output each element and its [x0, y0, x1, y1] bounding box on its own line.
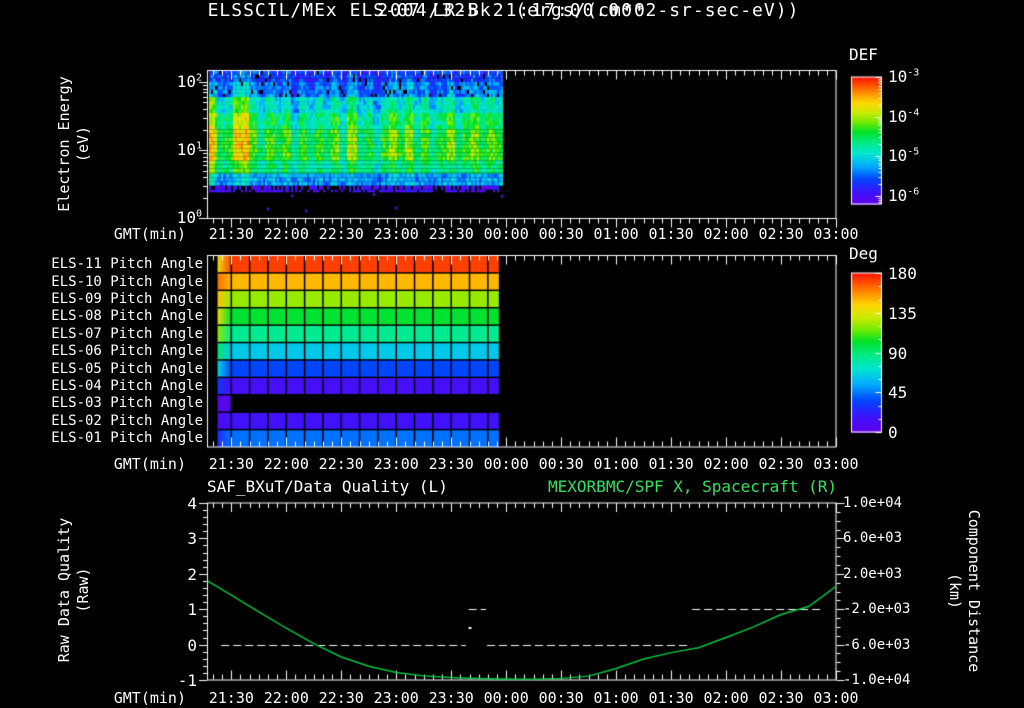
raw-data-quality-axis-label-line1: Raw Data Quality: [55, 517, 73, 663]
deg-colorbar-tick-0: 0: [888, 423, 898, 442]
pitch-row-label-6: ELS-05 Pitch Angle: [51, 360, 203, 377]
pitch-row-label-3: ELS-08 Pitch Angle: [51, 308, 203, 325]
quality-left-tick--1: -1: [177, 671, 197, 690]
pitch-row-label-7: ELS-04 Pitch Angle: [51, 378, 203, 395]
component-distance-axis-label-line1: Component Distance: [965, 509, 983, 673]
raw-data-quality-axis-label: Raw Data Quality (Raw): [55, 490, 93, 690]
distance-right-tick-1: 6.0e+03: [843, 530, 903, 547]
time-label-panel2-02:00: 02:00: [703, 455, 749, 473]
time-label-panel2-01:00: 01:00: [593, 455, 639, 473]
deg-colorbar-tick-180: 180: [888, 264, 917, 283]
time-label-panel1-01:30: 01:30: [648, 225, 694, 243]
time-label-panel2-22:30: 22:30: [318, 455, 364, 473]
page-title-instrument: ELSSCIL/MEx ELS-07 LR-Bk (ergs/(cm**2-sr…: [207, 0, 800, 21]
time-label-panel3-00:30: 00:30: [538, 689, 584, 707]
time-label-panel2-22:00: 22:00: [263, 455, 309, 473]
time-label-panel3-01:30: 01:30: [648, 689, 694, 707]
time-label-panel1-21:30: 21:30: [208, 225, 254, 243]
pitch-row-label-8: ELS-03 Pitch Angle: [51, 395, 203, 412]
time-label-panel1-23:30: 23:30: [428, 225, 474, 243]
time-label-panel1-00:30: 00:30: [538, 225, 584, 243]
time-label-panel3-21:30: 21:30: [208, 689, 254, 707]
time-label-panel1-02:30: 02:30: [758, 225, 804, 243]
time-label-panel2-00:00: 00:00: [483, 455, 529, 473]
electron-energy-axis-label: Electron Energy (eV): [55, 44, 93, 244]
time-label-panel3-23:30: 23:30: [428, 689, 474, 707]
time-label-panel2-23:00: 23:00: [373, 455, 419, 473]
time-label-panel1-01:00: 01:00: [593, 225, 639, 243]
quality-panel-title-right: MEXORBMC/SPF X, Spacecraft (R): [548, 477, 837, 496]
gmt-axis-label-top: GMT(min): [113, 225, 186, 243]
time-label-panel1-22:00: 22:00: [263, 225, 309, 243]
pitch-row-label-4: ELS-07 Pitch Angle: [51, 325, 203, 342]
energy-tick-10e1: 101: [176, 140, 202, 160]
time-label-panel2-02:30: 02:30: [758, 455, 804, 473]
pitch-row-label-10: ELS-01 Pitch Angle: [51, 430, 203, 447]
time-label-panel3-22:00: 22:00: [263, 689, 309, 707]
deg-colorbar-tick-45: 45: [888, 383, 908, 403]
electron-energy-axis-label-line2: (eV): [74, 125, 92, 163]
time-label-panel1-00:00: 00:00: [483, 225, 529, 243]
def-colorbar-tick-10e-3: 10-3: [888, 67, 920, 86]
quality-left-tick-2: 2: [187, 564, 197, 584]
time-label-panel2-23:30: 23:30: [428, 455, 474, 473]
time-label-panel1-23:00: 23:00: [373, 225, 419, 243]
time-label-panel2-01:30: 01:30: [648, 455, 694, 473]
quality-panel-title-left: SAF_BXuT/Data Quality (L): [207, 477, 448, 496]
component-distance-axis-label-line2: (km): [946, 572, 964, 610]
quality-panel-titles: SAF_BXuT/Data Quality (L) MEXORBMC/SPF X…: [207, 477, 837, 496]
time-label-panel3-03:00: 03:00: [813, 689, 859, 707]
energy-tick-10e2: 102: [176, 71, 202, 91]
pitch-row-label-9: ELS-02 Pitch Angle: [51, 412, 203, 429]
distance-right-tick-3: -2.0e+03: [843, 601, 911, 618]
pitch-row-label-5: ELS-06 Pitch Angle: [51, 343, 203, 360]
time-label-panel1-22:30: 22:30: [318, 225, 364, 243]
def-colorbar-title: DEF: [849, 45, 878, 64]
electron-energy-axis-label-line1: Electron Energy: [55, 76, 73, 212]
page-title-datetime: 2004/325 21:17:00.000: [377, 0, 647, 21]
def-colorbar-tick-10e-6: 10-6: [888, 186, 920, 206]
time-label-panel3-22:30: 22:30: [318, 689, 364, 707]
pitch-row-label-2: ELS-09 Pitch Angle: [51, 291, 203, 308]
time-label-panel2-03:00: 03:00: [813, 455, 859, 473]
energy-tick-10e0: 100: [176, 208, 202, 228]
quality-left-tick-4: 4: [187, 494, 197, 513]
def-colorbar-tick-10e-4: 10-4: [888, 106, 920, 126]
time-label-panel3-23:00: 23:00: [373, 689, 419, 707]
quality-left-tick-3: 3: [187, 529, 197, 549]
distance-right-tick-4: -6.0e+03: [843, 636, 911, 653]
time-label-panel3-00:00: 00:00: [483, 689, 529, 707]
gmt-axis-label-middle: GMT(min): [113, 455, 186, 473]
distance-right-tick-5: -1.0e+04: [843, 672, 911, 688]
def-colorbar-tick-10e-5: 10-5: [888, 146, 920, 166]
time-label-panel2-21:30: 21:30: [208, 455, 254, 473]
component-distance-axis-label: Component Distance (km): [945, 491, 983, 691]
time-label-panel3-02:00: 02:00: [703, 689, 749, 707]
deg-colorbar-tick-90: 90: [888, 343, 908, 363]
deg-colorbar-tick-135: 135: [888, 303, 917, 323]
pitch-row-label-1: ELS-10 Pitch Angle: [51, 273, 203, 290]
quality-left-tick-0: 0: [187, 635, 197, 655]
pitch-row-label-0: ELS-11 Pitch Angle: [51, 256, 203, 273]
distance-right-tick-0: 1.0e+04: [843, 495, 903, 511]
time-label-panel3-01:00: 01:00: [593, 689, 639, 707]
deg-colorbar-title: Deg: [849, 244, 878, 263]
quality-left-tick-1: 1: [187, 600, 197, 620]
distance-right-tick-2: 2.0e+03: [843, 565, 903, 582]
time-label-panel3-02:30: 02:30: [758, 689, 804, 707]
gmt-axis-label-bottom: GMT(min): [113, 689, 186, 707]
time-label-panel1-03:00: 03:00: [813, 225, 859, 243]
time-label-panel2-00:30: 00:30: [538, 455, 584, 473]
time-label-panel1-02:00: 02:00: [703, 225, 749, 243]
raw-data-quality-axis-label-line2: (Raw): [74, 567, 92, 613]
